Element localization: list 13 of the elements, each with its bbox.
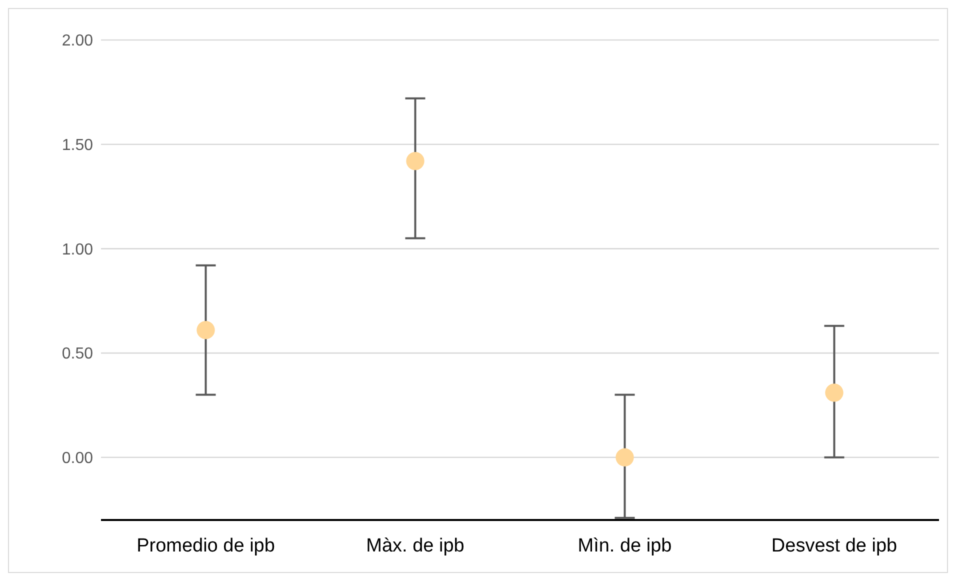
- point: [406, 152, 424, 170]
- x-tick-label: Desvest de ipb: [771, 535, 898, 556]
- point: [616, 448, 634, 466]
- x-tick-label: Mìn. de ipb: [578, 535, 672, 556]
- y-tick-label: 1.50: [62, 137, 94, 154]
- y-tick-label: 2.00: [62, 32, 94, 50]
- point: [825, 384, 844, 402]
- x-tick-label: Màx. de ipb: [366, 535, 464, 556]
- point: [196, 321, 215, 340]
- y-tick-label: 0.50: [62, 346, 94, 363]
- x-tick-label: Promedio de ipb: [136, 535, 275, 556]
- y-tick-label: 1.00: [62, 241, 94, 258]
- y-tick-label: 0.00: [62, 450, 94, 468]
